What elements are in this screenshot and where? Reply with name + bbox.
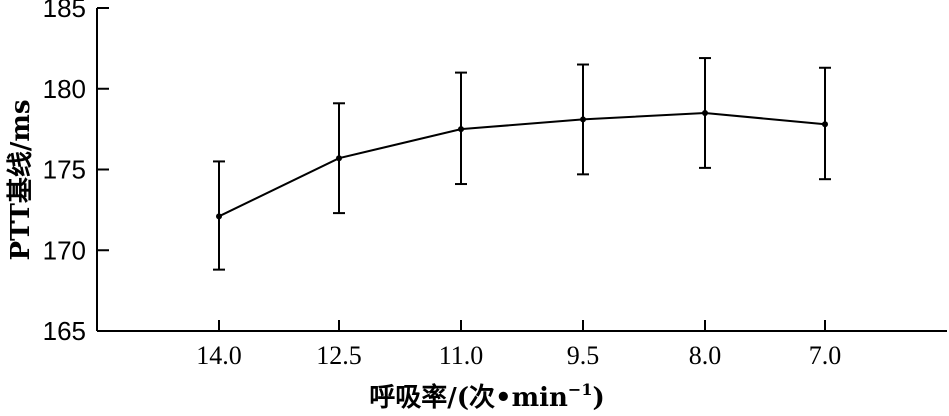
data-point-4	[702, 109, 708, 116]
x-tick-label-1: 12.5	[316, 341, 362, 370]
y-tick-label-2: 175	[43, 155, 86, 185]
x-tick-label-2: 11.0	[439, 341, 484, 370]
y-axis-title: PTT基线/ms	[6, 100, 36, 261]
y-tick-label-4: 185	[43, 0, 86, 23]
data-point-0	[216, 213, 222, 220]
error-bars	[213, 57, 831, 271]
data-point-1	[336, 155, 342, 162]
x-tick-label-5: 7.0	[809, 341, 842, 370]
x-axis-title-suffix: )	[592, 383, 604, 413]
y-tick-label-3: 180	[43, 74, 86, 104]
x-ticks: 14.0 12.5 11.0 9.5 8.0 7.0	[196, 320, 841, 370]
x-axis-title: 呼吸率/(次•min−1)	[369, 380, 605, 413]
x-axis-title-sup: −1	[568, 380, 593, 399]
x-axis-title-main: 呼吸率/(次•min	[369, 382, 568, 413]
x-tick-label-3: 9.5	[567, 341, 600, 370]
data-point-3	[580, 116, 586, 123]
x-tick-label-4: 8.0	[689, 341, 722, 370]
data-point-2	[458, 126, 464, 133]
axes	[96, 8, 947, 332]
y-tick-label-0: 165	[43, 316, 86, 346]
data-point-5	[822, 121, 828, 128]
y-tick-label-1: 170	[43, 235, 86, 265]
y-ticks: 165 170 175 180 185	[43, 0, 109, 346]
series-line-0	[218, 111, 826, 218]
series	[216, 109, 828, 220]
x-tick-label-0: 14.0	[196, 341, 242, 370]
